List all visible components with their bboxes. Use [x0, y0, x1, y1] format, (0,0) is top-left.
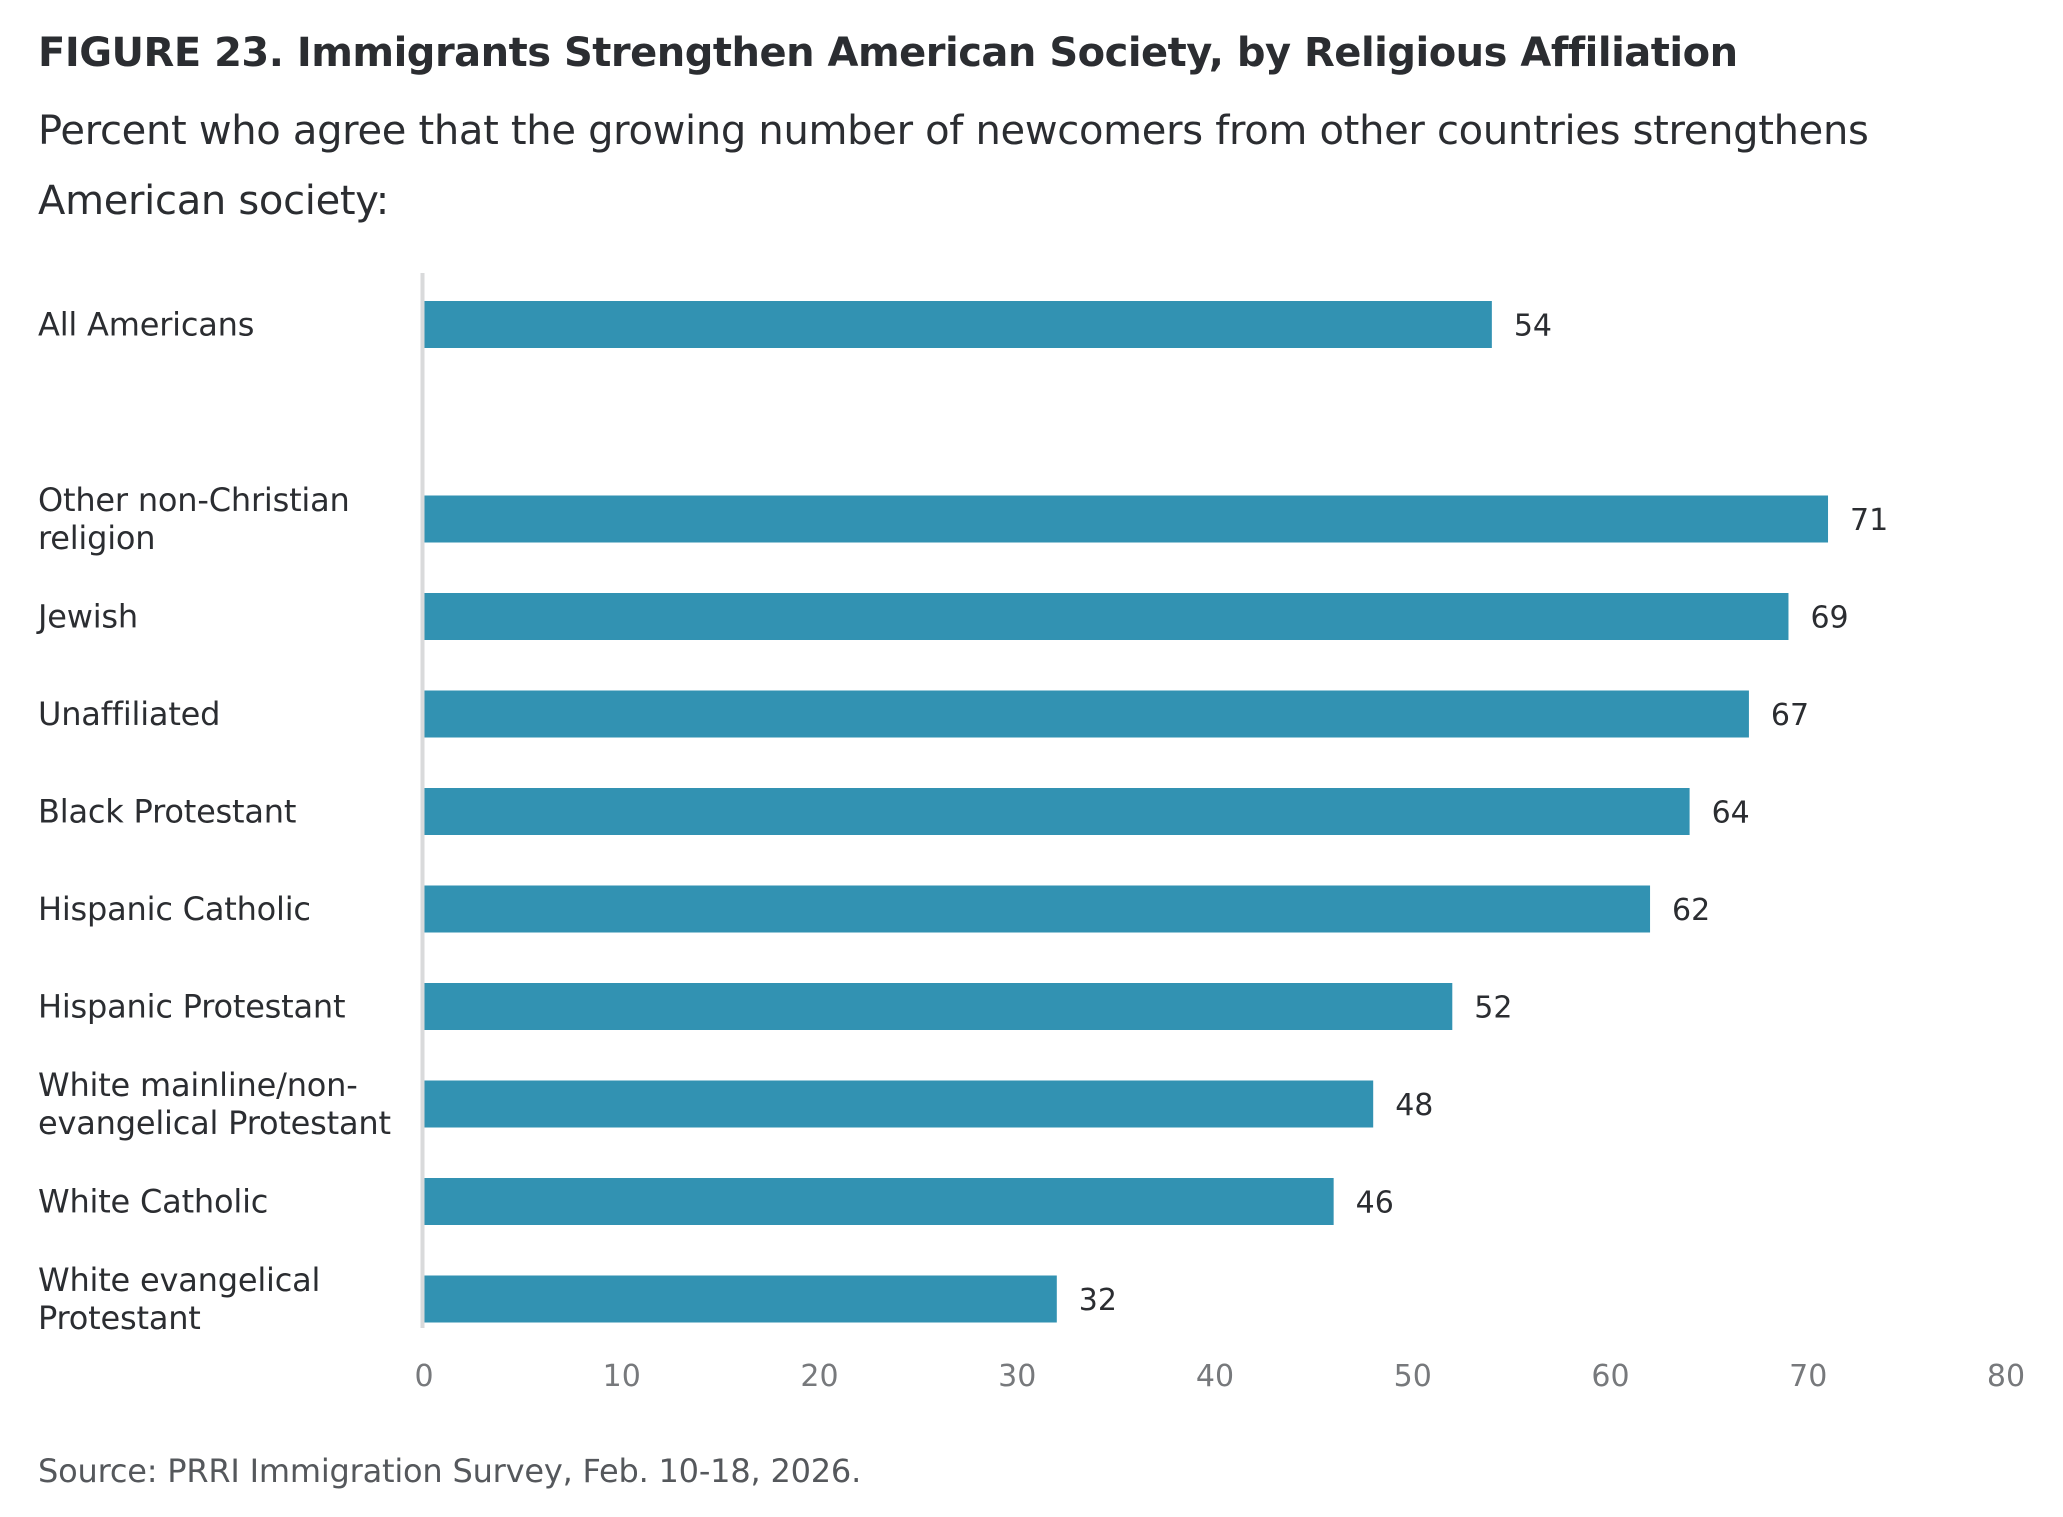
bar — [424, 1275, 1057, 1323]
data-label: 54 — [1514, 309, 1552, 344]
category-label: White mainline/non-evangelical Protestan… — [38, 1066, 391, 1142]
x-tick-label: 60 — [1591, 1359, 1629, 1394]
bar — [424, 788, 1690, 835]
category-label: All Americans — [38, 306, 254, 344]
category-label: Jewish — [36, 598, 138, 636]
category-label: Unaffiliated — [38, 695, 220, 733]
x-axis-ticks: 0 10 20 30 40 50 60 70 80 — [414, 1359, 2025, 1394]
bar — [424, 301, 1492, 348]
bar — [424, 1178, 1334, 1225]
bars-layer: 54 All Americans 71 Other non-Christian reli… — [36, 301, 1888, 1337]
chart-title: FIGURE 23. Immigrants Strengthen America… — [38, 30, 1738, 76]
bar — [424, 495, 1829, 543]
x-tick-label: 10 — [603, 1359, 641, 1394]
category-label: Other non-Christian religion — [38, 481, 350, 557]
x-tick-label: 20 — [800, 1359, 838, 1394]
data-label: 32 — [1079, 1283, 1117, 1318]
x-tick-label: 40 — [1196, 1359, 1234, 1394]
x-tick-label: 30 — [998, 1359, 1036, 1394]
category-label: Black Protestant — [38, 793, 296, 831]
bar — [424, 1080, 1374, 1128]
x-tick-label: 80 — [1987, 1359, 2025, 1394]
source-note: Source: PRRI Immigration Survey, Feb. 10… — [38, 1452, 862, 1490]
data-label: 69 — [1810, 601, 1848, 636]
data-label: 67 — [1771, 698, 1809, 733]
data-label: 48 — [1395, 1088, 1433, 1123]
bar — [424, 690, 1749, 738]
data-label: 46 — [1356, 1186, 1394, 1221]
data-label: 64 — [1712, 796, 1750, 831]
data-label: 62 — [1672, 893, 1710, 928]
data-label: 71 — [1850, 503, 1888, 538]
category-label: White evangelical Protestant — [38, 1261, 320, 1337]
category-label: Hispanic Catholic — [38, 890, 311, 928]
bar — [424, 983, 1453, 1030]
x-tick-label: 50 — [1394, 1359, 1432, 1394]
x-tick-label: 0 — [414, 1359, 433, 1394]
chart-subtitle: Percent who agree that the growing numbe… — [38, 108, 1869, 224]
bar — [424, 885, 1651, 933]
category-label: Hispanic Protestant — [38, 988, 345, 1026]
bar — [424, 593, 1789, 640]
x-tick-label: 70 — [1789, 1359, 1827, 1394]
data-label: 52 — [1474, 991, 1512, 1026]
category-label: White Catholic — [38, 1183, 268, 1221]
